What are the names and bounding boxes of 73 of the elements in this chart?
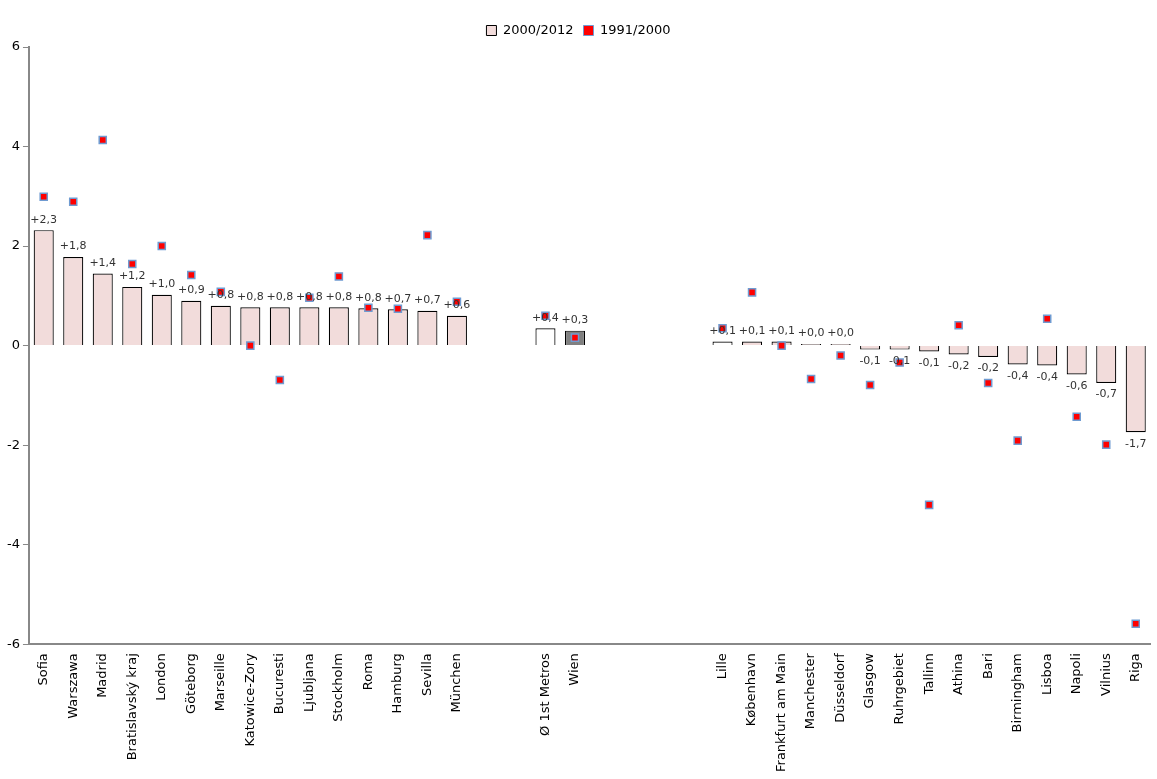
data-label: -0,1 — [888, 353, 911, 367]
x-tick-label: Vilnius — [1097, 652, 1113, 696]
data-label: -0,1 — [918, 355, 940, 369]
x-tick-label: München — [448, 653, 464, 713]
x-tick-label: Riga — [1127, 653, 1143, 683]
x-tick-label: Bucuresti — [271, 653, 287, 715]
data-label: +0,9 — [177, 283, 205, 297]
data-label: +0,6 — [443, 298, 471, 312]
x-tick-label: Hamburg — [389, 653, 405, 714]
x-tick-label: Sofia — [35, 653, 51, 686]
legend-label: 2000/2012 — [502, 21, 574, 37]
x-tick-label: Bari — [979, 653, 995, 680]
y-tick-label: 4 — [11, 137, 20, 153]
x-tick-label: London — [153, 653, 169, 701]
x-tick-label: Roma — [359, 653, 375, 691]
data-label: +1,4 — [89, 255, 117, 269]
x-tick-label: Lisboa — [1038, 653, 1054, 696]
data-label: +0,1 — [738, 323, 766, 337]
data-label: -0,4 — [1006, 368, 1029, 382]
data-label: +0,8 — [266, 289, 294, 303]
data-label: +1,8 — [59, 239, 87, 253]
data-label: +0,1 — [768, 323, 795, 337]
x-tick-label: Ljubljana — [300, 653, 316, 712]
x-tick-label: Napoli — [1068, 653, 1084, 695]
legend-label: 1991/2000 — [600, 21, 671, 37]
data-label: +0,0 — [797, 326, 825, 340]
y-tick-label: 2 — [11, 237, 20, 253]
x-tick-label: Stockholm — [330, 653, 346, 722]
x-tick-label: Glasgow — [861, 652, 877, 709]
data-label: +0,3 — [561, 313, 589, 327]
y-tick-label: 6 — [11, 38, 20, 54]
data-label: +0,7 — [384, 291, 412, 305]
data-label: -1,7 — [1125, 436, 1147, 450]
data-label: +0,8 — [325, 289, 353, 303]
y-tick-label: -2 — [6, 436, 20, 452]
data-label: -0,2 — [947, 358, 970, 372]
y-tick-label: -6 — [6, 635, 20, 651]
x-tick-label: Athina — [950, 653, 966, 696]
data-label: -0,4 — [1036, 369, 1058, 383]
x-tick-label: Sevilla — [418, 653, 434, 696]
data-label: -0,2 — [977, 361, 999, 375]
x-tick-label: Wien — [566, 653, 582, 686]
x-tick-label: Göteborg — [182, 653, 198, 714]
x-tick-label: Marseille — [212, 653, 228, 712]
x-tick-label: Ruhrgebiet — [891, 653, 906, 725]
data-label: +1,2 — [118, 269, 146, 283]
x-tick-label: Düsseldorf — [831, 652, 847, 723]
data-label: +0,4 — [532, 310, 559, 324]
x-tick-label: Madrid — [94, 653, 110, 698]
x-tick-label: Frankfurt am Main — [772, 653, 788, 772]
x-tick-label: Lille — [713, 653, 729, 680]
x-tick-label: Katowice-Zory — [241, 652, 257, 747]
data-label: -0,7 — [1095, 387, 1117, 401]
x-tick-label: Warszawa — [64, 653, 80, 719]
data-label: +0,8 — [355, 290, 382, 304]
x-tick-label: Birmingham — [1009, 653, 1025, 733]
data-label: +1,0 — [148, 277, 176, 291]
data-label: -0,6 — [1065, 378, 1088, 392]
y-tick-label: 0 — [11, 336, 20, 352]
x-tick-label: Tallinn — [920, 653, 936, 696]
data-label: +0,8 — [236, 289, 264, 303]
data-label: -0,1 — [859, 353, 881, 367]
x-tick-label: Ø 1st Metros — [536, 652, 552, 736]
y-tick-label: -4 — [6, 536, 20, 552]
data-label: +0,8 — [295, 289, 323, 303]
x-tick-label: København — [743, 653, 759, 727]
data-label: +0,7 — [414, 293, 441, 307]
data-label: +0,1 — [709, 323, 736, 337]
data-label: +2,3 — [30, 212, 58, 226]
data-label: +0,0 — [827, 326, 854, 340]
x-tick-label: Manchester — [802, 652, 818, 730]
x-tick-label: Bratislavský kraj — [123, 653, 139, 761]
data-label: +0,8 — [207, 288, 235, 302]
